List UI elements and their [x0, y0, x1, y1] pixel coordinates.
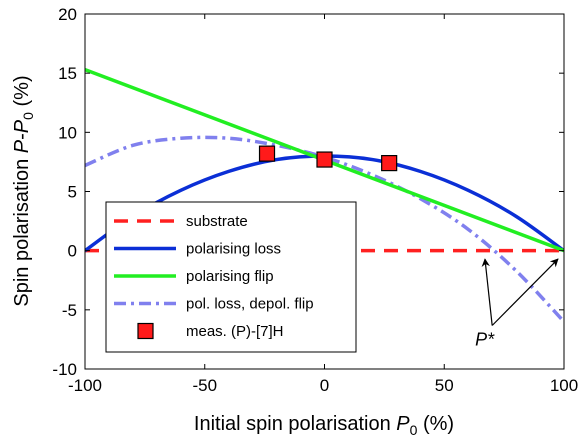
annotation-pstar: P*	[475, 258, 559, 350]
x-tick-label: 100	[550, 376, 578, 395]
y-tick-label: 10	[58, 123, 77, 142]
y-tick-label: 15	[58, 64, 77, 83]
y-axis-title-unit: (%)	[11, 75, 33, 112]
y-axis-title-var2: P	[11, 119, 33, 133]
legend-swatch-marker	[137, 322, 154, 340]
y-tick-label: -10	[52, 360, 77, 379]
y-axis-title-minus: -	[11, 133, 33, 140]
legend-label: meas. (P)-[7]H	[186, 323, 284, 340]
y-axis-title-sub: 0	[20, 112, 36, 120]
x-axis-title: Initial spin polarisation P0 (%)	[194, 413, 454, 438]
legend: substrate polarising loss polarising flip p…	[105, 201, 357, 353]
y-tick-label: -5	[62, 301, 77, 320]
x-tick-label: 50	[435, 376, 454, 395]
y-tick-label: 20	[58, 5, 77, 24]
legend-label: pol. loss, depol. flip	[186, 296, 314, 313]
x-axis-title-var: P	[396, 413, 410, 435]
annotation-arrow	[481, 258, 493, 326]
x-axis-title-unit: (%)	[417, 413, 454, 435]
data-point-marker	[258, 145, 276, 162]
y-axis-title-text: Spin polarisation	[11, 153, 33, 306]
marker-layer	[258, 145, 398, 172]
x-axis-title-sub: 0	[410, 422, 418, 438]
legend-label: substrate	[186, 213, 248, 230]
x-tick-label: -100	[68, 376, 102, 395]
x-axis-title-text: Initial spin polarisation	[194, 413, 396, 435]
data-point-marker	[316, 151, 333, 168]
data-point-marker	[381, 155, 398, 172]
y-tick-label: 5	[68, 183, 77, 202]
annotation-label: P*	[475, 330, 495, 350]
y-axis-title: Spin polarisation P-P0 (%)	[11, 75, 36, 306]
x-tick-label: -50	[192, 376, 217, 395]
legend-label: polarising loss	[186, 241, 281, 258]
legend-label: polarising flip	[186, 268, 274, 285]
x-tick-label: 0	[320, 376, 329, 395]
y-tick-label: 0	[68, 242, 77, 261]
annotation-arrow	[491, 258, 559, 326]
y-axis-title-var: P	[11, 139, 33, 153]
series-line-pol-loss-depol-flip	[85, 135, 564, 323]
